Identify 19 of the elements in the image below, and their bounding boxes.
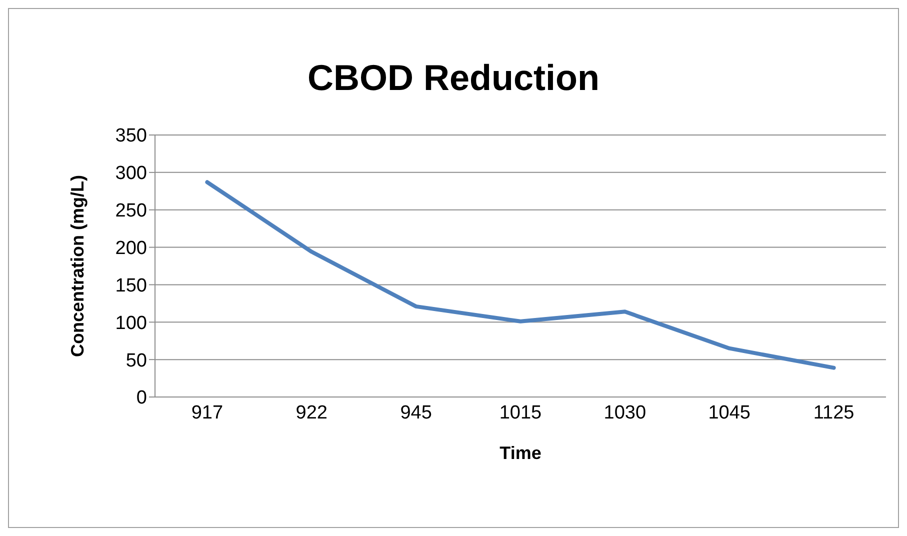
- x-tick-label: 945: [400, 402, 432, 424]
- y-tick-label: 50: [126, 350, 147, 372]
- line-series: [205, 180, 836, 370]
- x-tick-label: 1015: [499, 402, 542, 424]
- x-tick-label: 922: [296, 402, 328, 424]
- x-axis-title: Time: [500, 443, 542, 463]
- x-tick-label: 1125: [813, 402, 854, 424]
- chart-title: CBOD Reduction: [306, 57, 600, 99]
- y-tick-label: 250: [115, 200, 147, 222]
- y-tick-label: 0: [136, 388, 147, 409]
- y-tick-label: 300: [115, 163, 147, 184]
- y-tick-label: 350: [115, 126, 147, 147]
- y-tick-label: 200: [115, 238, 147, 260]
- y-tick-label: 100: [115, 312, 147, 334]
- x-tick-label: 1045: [708, 402, 750, 424]
- x-tick-label: 917: [191, 402, 224, 424]
- x-tick-label: 1030: [604, 402, 646, 424]
- y-axis-title: Concentration (mg/L): [67, 175, 88, 357]
- y-tick-label: 150: [115, 275, 147, 296]
